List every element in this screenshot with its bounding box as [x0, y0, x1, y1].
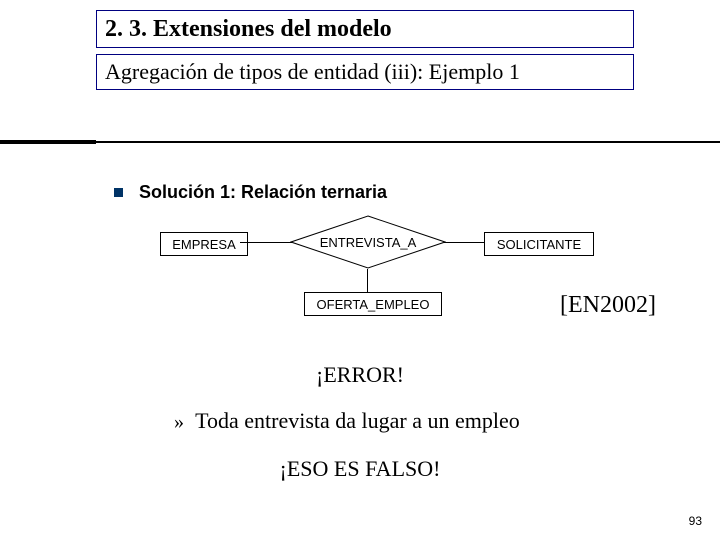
reference-citation: [EN2002] — [560, 292, 656, 319]
entity-oferta-label: OFERTA_EMPLEO — [317, 297, 430, 312]
rule-thick-segment — [0, 140, 96, 144]
entity-solicitante-label: SOLICITANTE — [497, 237, 581, 252]
error-heading: ¡ERROR! — [0, 362, 720, 388]
bullet-text: Solución 1: Relación ternaria — [139, 182, 387, 203]
error-statement-row: » Toda entrevista da lugar a un empleo — [174, 408, 520, 434]
rule-thin-segment — [96, 141, 720, 143]
entity-empresa: EMPRESA — [160, 232, 248, 256]
connector-right — [444, 242, 484, 243]
connector-left — [240, 242, 292, 243]
square-bullet-icon — [114, 188, 123, 197]
relationship-diamond: ENTREVISTA_A — [290, 215, 446, 269]
raquo-bullet-icon: » — [174, 411, 184, 433]
entity-solicitante: SOLICITANTE — [484, 232, 594, 256]
bullet-item: Solución 1: Relación ternaria — [114, 182, 387, 203]
error-statement: Toda entrevista da lugar a un empleo — [195, 408, 520, 433]
section-subtitle: Agregación de tipos de entidad (iii): Ej… — [105, 59, 520, 85]
entity-empresa-label: EMPRESA — [172, 237, 236, 252]
section-title: 2. 3. Extensiones del modelo — [105, 16, 392, 43]
relationship-label: ENTREVISTA_A — [290, 215, 446, 269]
page-number: 93 — [689, 514, 702, 528]
section-title-box: 2. 3. Extensiones del modelo — [96, 10, 634, 48]
connector-down — [367, 269, 368, 292]
section-subtitle-box: Agregación de tipos de entidad (iii): Ej… — [96, 54, 634, 90]
error-conclusion: ¡ESO ES FALSO! — [0, 456, 720, 482]
entity-oferta: OFERTA_EMPLEO — [304, 292, 442, 316]
